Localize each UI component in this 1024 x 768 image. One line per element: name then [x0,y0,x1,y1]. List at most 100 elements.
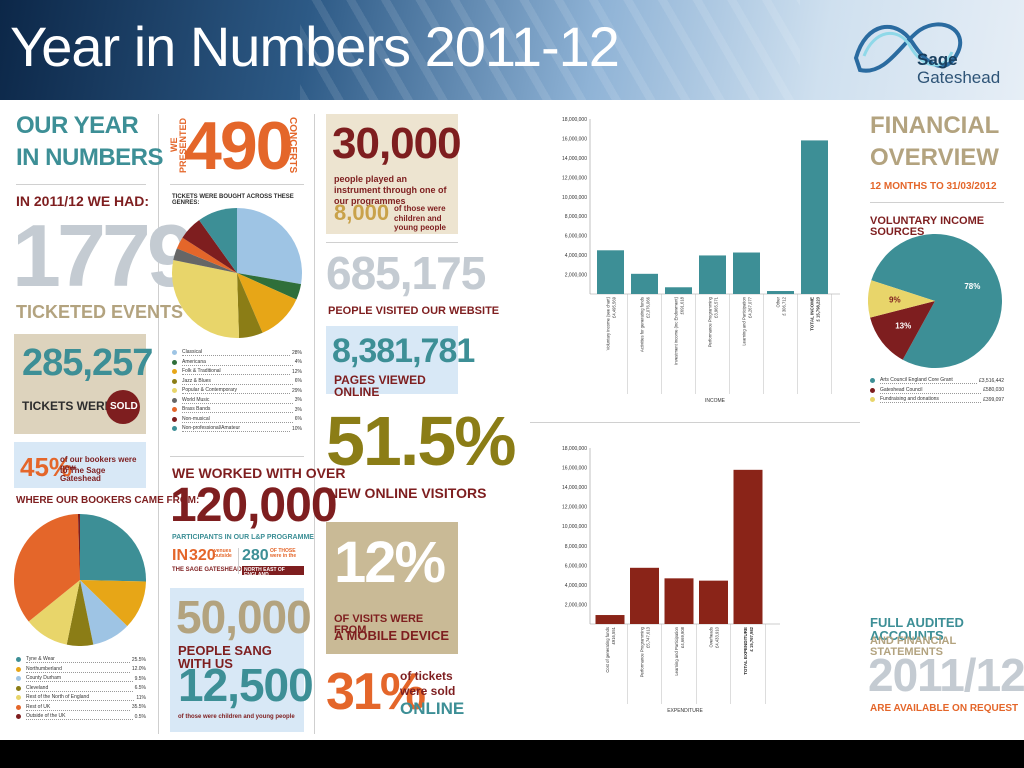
legend-label: Popular & Contemporary [182,387,290,395]
divider [326,242,458,243]
legend-item: Rest of the North of England 11% [16,693,146,703]
x-tick-value: £ 306,712 [782,296,787,315]
new-bookers-pct: 45% [20,452,73,482]
legend-label: Jazz & Blues [182,378,293,385]
x-tick-value: £691,618 [680,296,685,314]
legend-value: 35.5% [131,704,146,711]
x-tick-value: £5,747,613 [646,626,651,648]
pie-label: 9% [889,296,901,305]
bar [630,567,659,624]
young-number: 12,500 [178,659,314,711]
instrument-box: 30,000 people played an instrument throu… [326,114,462,234]
x-axis-label: EXPENDITURE [667,708,703,714]
legend-label: Cleveland [26,685,133,692]
footer-bar [0,740,1024,768]
pie-slice [199,208,237,273]
worked-label: WE WORKED WITH OVER [172,465,346,481]
ne-text: OF THOSE were in the [270,548,297,559]
x-tick-label: TOTAL INCOME [810,297,815,331]
x-tick-label: Performance Programming [640,626,645,677]
legend-label: Classical [182,349,290,357]
legend-swatch [172,350,177,356]
y-tick-label: 4,000,000 [565,583,587,589]
legend-item: Jazz & Blues 6% [172,377,302,387]
legend-swatch [172,378,177,384]
legend-swatch [16,714,21,720]
voluntary-title: VOLUNTARY INCOME SOURCES [870,215,985,238]
bar [665,287,692,294]
legend-swatch [172,388,177,394]
participants-number: 120,000 [170,479,338,532]
bar [631,273,658,294]
expenditure-bar-chart: 18,000,000 16,000,000 14,000,000 12,000,000… [562,446,780,714]
divider [170,456,304,457]
online-number: 31% [326,663,426,721]
legend-swatch [172,369,177,375]
bar [733,469,763,624]
bar [664,578,694,624]
new-visitors-number: 51.5% [326,402,516,480]
legend-label: Gateshead Council [880,387,982,394]
legend-value: £399,097 [983,396,1004,403]
y-tick-label: 12,000,000 [562,175,587,181]
pie-slice [868,280,935,318]
x-tick-value: £4,433,910 [715,626,720,648]
col1-heading-2: IN NUMBERS [16,144,164,171]
tickets-number: 285,257 [22,342,153,384]
legend-label: Brass Bands [182,406,293,414]
y-tick-label: 14,000,000 [562,156,587,162]
x-tick-label: Performance Programming [708,296,713,347]
legend-swatch [16,676,21,682]
pie-slice [173,248,237,273]
legend-value: 6.5% [134,685,146,692]
y-tick-label: 6,000,000 [565,563,587,569]
legend-swatch [16,666,21,672]
divider [314,114,315,734]
pages-number: 8,381,781 [332,332,475,370]
events-label: TICKETED EVENTS [16,302,184,322]
mobile-text: OF VISITS WERE FROM [334,613,424,636]
x-tick-label: TOTAL EXPENDITURE [743,627,748,675]
legend-item: Folk & Traditional 12% [172,367,302,377]
logo-name: Sage [917,50,958,69]
legend-value: 4% [294,359,302,366]
legend-label: Outside of the UK [26,713,133,721]
pie-slice [871,234,1002,368]
pie-slice [182,220,237,273]
legend-value: 12.0% [131,666,146,673]
legend-swatch [16,685,21,691]
y-tick-label: 6,000,000 [565,234,587,240]
y-tick-label: 4,000,000 [565,253,587,259]
young-text: of those were children and young people [178,714,295,720]
y-tick-label: 16,000,000 [562,136,587,142]
legend-item: Outside of the UK 0.5% [16,712,146,722]
legend-label: Fundraising and donations [880,396,982,404]
x-tick-value: £ 15,798,223 [816,296,821,321]
y-tick-label: 8,000,000 [565,544,587,550]
divider [158,114,159,734]
pie-slice [237,273,302,300]
legend-item: Americana 4% [172,358,302,368]
divider [870,202,1004,203]
bar [597,250,624,294]
finance-period: 12 MONTHS TO 31/03/2012 [870,181,997,192]
y-tick-label: 12,000,000 [562,505,587,511]
mobile-number: 12% [334,530,446,595]
legend-swatch [870,397,875,403]
x-tick-value: £4,267,077 [748,296,753,318]
pie-slice [80,514,146,582]
in-label: IN [172,547,188,564]
sold-badge: SOLD [106,390,140,424]
pie-slice [77,514,80,580]
pie-slice [80,580,128,645]
new-visitors-label: NEW ONLINE VISITORS [328,485,487,501]
divider [530,422,860,423]
concerts-number: 490 [184,108,293,184]
legend-value: £580,030 [983,387,1004,394]
bar [733,252,760,294]
legend-swatch [172,407,177,413]
pie-slice [237,208,302,285]
events-number: 1779 [12,206,196,305]
venues-number: 320 [189,547,216,564]
sang-number: 50,000 [176,591,312,643]
